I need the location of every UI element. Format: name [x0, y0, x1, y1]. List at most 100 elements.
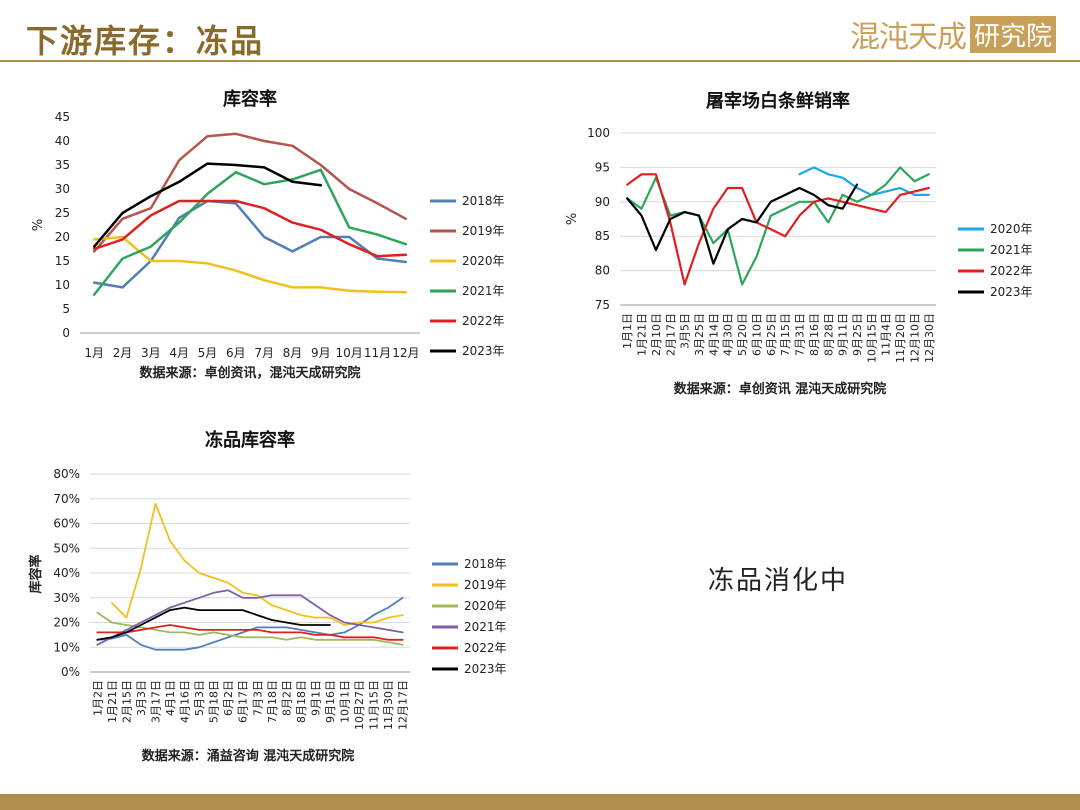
chart-frozen-capacity: 冻品库容率 0% 10% 20% 30% 40% 50% 60% 70% 80% 1月2日 1月21日… — [28, 429, 507, 764]
series-line-2022年 — [92, 199, 408, 258]
y-tick-label: 70% — [53, 492, 80, 506]
y-tick-label: 90 — [595, 195, 610, 209]
page-title: 下游库存：冻品 — [26, 22, 265, 60]
legend-label: 2022年 — [990, 264, 1033, 278]
x-tick-label: 4月30日 — [722, 313, 735, 356]
y-tick-label: 15 — [55, 254, 70, 268]
x-tick-label: 5月20日 — [736, 313, 749, 356]
y-tick-label: 80% — [53, 467, 80, 481]
x-tick-label: 11月4日 — [880, 313, 893, 356]
series-line-2020年 — [798, 166, 930, 196]
y-tick-label: 100 — [587, 126, 610, 140]
legend-label: 2023年 — [990, 285, 1033, 299]
series-line-2019年 — [110, 502, 404, 626]
x-tick-label: 4月16日 — [179, 680, 192, 723]
footer-bar — [0, 794, 1080, 810]
chart-title: 库容率 — [223, 88, 277, 110]
x-tick-label: 12月 — [392, 346, 419, 360]
x-tick-label: 8月2日 — [280, 680, 293, 716]
x-tick-label: 2月 — [113, 346, 133, 360]
x-tick-label: 1月21日 — [636, 313, 649, 356]
x-tick-label: 9月1日 — [309, 680, 322, 716]
x-tick-label: 9月25日 — [851, 313, 864, 356]
x-tick-label: 2月15日 — [120, 680, 133, 723]
series-line-2021年 — [96, 589, 404, 646]
legend-label: 2018年 — [464, 557, 507, 571]
series-line-2022年 — [96, 624, 404, 641]
logo-text: 混沌天成 — [849, 20, 967, 55]
y-tick-label: 95 — [595, 160, 610, 174]
x-tick-label: 10月27日 — [353, 680, 366, 730]
y-tick-label: 20% — [53, 616, 80, 630]
x-tick-label: 9月 — [311, 346, 331, 360]
chart-warehouse-capacity: 库容率 0 5 10 15 20 25 30 35 40 45 1月 2月 3月 4月 5月 6月 7月 8月 9月 1… — [31, 88, 505, 381]
y-tick-label: 60% — [53, 517, 80, 531]
legend-label: 2023年 — [462, 344, 505, 358]
legend-label: 2020年 — [990, 222, 1033, 236]
x-tick-label: 9月11日 — [837, 313, 850, 356]
chart-source: 数据来源：卓创资讯，混沌天成研究院 — [139, 365, 360, 381]
logo-box-text: 研究院 — [969, 15, 1056, 53]
x-tick-label: 4月 — [169, 346, 189, 360]
series-line-2023年 — [96, 606, 331, 641]
y-tick-label: 35 — [55, 158, 70, 172]
x-tick-label: 3月3日 — [135, 680, 148, 716]
x-tick-label: 10月1日 — [339, 680, 352, 723]
x-tick-label: 12月17日 — [397, 680, 410, 730]
x-tick-label: 12月30日 — [923, 313, 936, 363]
y-tick-label: 20 — [55, 230, 70, 244]
legend-label: 2021年 — [462, 284, 505, 298]
x-tick-label: 12月10日 — [908, 313, 921, 363]
y-tick-label: 50% — [53, 541, 80, 555]
chart-source: 数据来源：涌益咨询 混沌天成研究院 — [142, 748, 355, 764]
frozen-note: 冻品消化中 — [708, 566, 849, 596]
legend-label: 2022年 — [462, 314, 505, 328]
series-line-2021年 — [626, 166, 930, 286]
x-tick-label: 2月17日 — [664, 313, 677, 356]
y-tick-label: 30 — [55, 182, 70, 196]
y-tick-label: 25 — [55, 206, 70, 220]
x-tick-label: 1月21日 — [106, 680, 119, 723]
chart-title: 屠宰场白条鲜销率 — [706, 90, 850, 112]
chart-slaughter-fresh-sales: 屠宰场白条鲜销率 75 80 85 90 95 100 1月1日 1月21日 2月10日 2月17日… — [565, 90, 1033, 397]
x-tick-label: 3月 — [141, 346, 161, 360]
x-tick-label: 1月1日 — [621, 313, 634, 349]
x-tick-label: 3月25日 — [693, 313, 706, 356]
x-tick-label: 10月15日 — [865, 313, 878, 363]
y-tick-label: 80 — [595, 264, 610, 278]
x-tick-label: 11月15日 — [368, 680, 381, 730]
legend-label: 2021年 — [990, 243, 1033, 257]
y-tick-label: 0 — [62, 326, 70, 340]
chart-title: 冻品库容率 — [205, 429, 295, 451]
series-line-2023年 — [626, 183, 859, 265]
x-tick-label: 11月20日 — [894, 313, 907, 363]
x-tick-label: 5月18日 — [208, 680, 221, 723]
brand-logo: 混沌天成 研究院 — [850, 15, 1056, 55]
x-tick-label: 2月10日 — [650, 313, 663, 356]
y-tick-label: 40% — [53, 566, 80, 580]
x-tick-label: 8月28日 — [822, 313, 835, 356]
x-tick-label: 11月30日 — [382, 680, 395, 730]
series-line-2023年 — [92, 162, 323, 248]
x-tick-label: 6月 — [226, 346, 246, 360]
y-tick-label: 10% — [53, 640, 80, 654]
x-tick-label: 8月 — [283, 346, 303, 360]
x-tick-label: 7月 — [254, 346, 274, 360]
x-tick-label: 9月16日 — [324, 680, 337, 723]
y-tick-label: 30% — [53, 591, 80, 605]
legend-label: 2019年 — [462, 224, 505, 238]
x-tick-label: 6月17日 — [237, 680, 250, 723]
x-tick-label: 7月15日 — [779, 313, 792, 356]
y-tick-label: 75 — [595, 298, 610, 312]
legend-label: 2019年 — [464, 578, 507, 592]
x-tick-label: 8月16日 — [808, 313, 821, 356]
x-tick-label: 3月17日 — [149, 680, 162, 723]
x-tick-label: 5月3日 — [193, 680, 206, 716]
y-axis-label: 库容率 — [28, 554, 44, 593]
x-tick-label: 1月 — [84, 346, 104, 360]
legend-label: 2023年 — [464, 662, 507, 676]
y-tick-label: 0% — [61, 665, 80, 679]
legend-label: 2018年 — [462, 194, 505, 208]
y-tick-label: 40 — [55, 134, 70, 148]
x-tick-label: 6月10日 — [750, 313, 763, 356]
